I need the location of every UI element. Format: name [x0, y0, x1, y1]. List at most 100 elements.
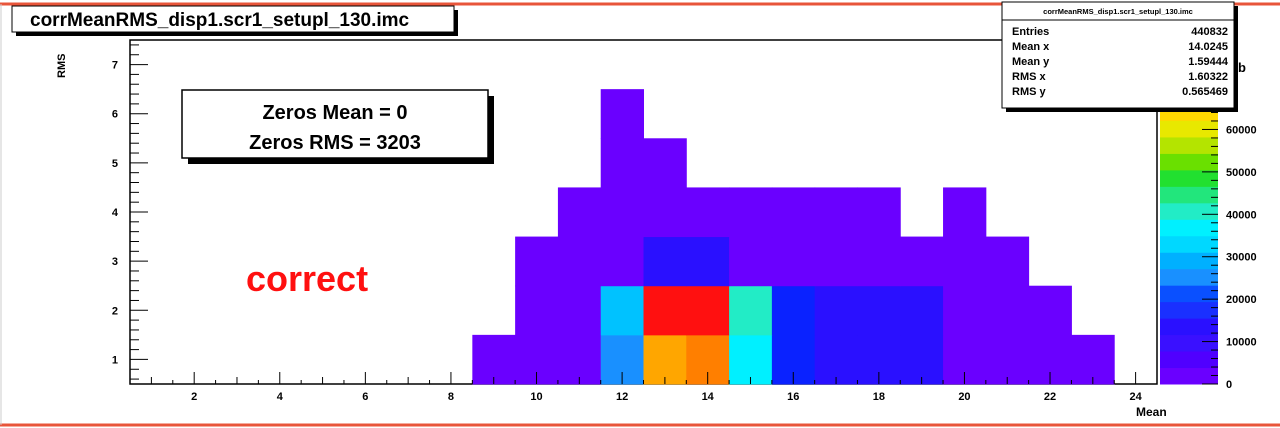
colorbar-tick-label: 30000	[1226, 252, 1257, 264]
x-tick-label: 8	[448, 391, 454, 403]
colorbar-tick-label: 10000	[1226, 337, 1257, 349]
stats-title: corrMeanRMS_disp1.scr1_setupl_130.imc	[1043, 7, 1193, 16]
y-tick-label: 3	[112, 256, 118, 268]
stats-rows: Entries 440832 Mean x 14.0245 Mean y 1.59444 R…	[1012, 26, 1229, 98]
heatmap-cell	[643, 187, 687, 238]
title-text: corrMeanRMS_disp1.scr1_setupl_130.imc	[30, 10, 410, 31]
heatmap-cell	[729, 334, 773, 385]
x-tick-label: 4	[277, 391, 284, 403]
y-tick-label: 2	[112, 305, 118, 317]
colorbar-band	[1160, 219, 1218, 237]
colorbar-band	[1160, 153, 1218, 171]
y-tick-label: 1	[112, 354, 118, 366]
stats-row-label: Mean x	[1012, 41, 1050, 53]
stats-row-value: 1.60322	[1188, 71, 1228, 83]
colorbar-tick-label: 60000	[1226, 124, 1257, 136]
colorbar-band	[1160, 301, 1218, 319]
x-tick-label: 24	[1129, 391, 1142, 403]
colorbar-band	[1160, 120, 1218, 138]
heatmap-cell	[686, 285, 730, 336]
colorbar-tick-label: 40000	[1226, 209, 1257, 221]
heatmap-cell	[985, 334, 1030, 385]
stats-row-value: 440832	[1191, 26, 1228, 38]
colorbar-band	[1160, 334, 1218, 352]
heatmap-cell	[771, 236, 816, 287]
colorbar-tick-label: 50000	[1226, 167, 1257, 179]
x-tick-label: 12	[616, 391, 628, 403]
annotation-line-2: Zeros RMS = 3203	[249, 132, 421, 154]
heatmap-cell	[557, 236, 602, 287]
colorbar-band	[1160, 186, 1218, 204]
x-tick-label: 22	[1044, 391, 1056, 403]
heatmap-cell	[729, 236, 773, 287]
heatmap-cell	[600, 187, 644, 238]
heatmap-cell	[985, 236, 1030, 287]
y-axis: 1 2 3 4 5 6 7	[112, 44, 148, 380]
colorbar-band	[1160, 367, 1218, 385]
heatmap-cell	[771, 285, 816, 336]
heatmap-cell	[643, 334, 687, 385]
y-tick-label: 6	[112, 109, 118, 121]
heatmap-cell	[857, 236, 901, 287]
heatmap-cell	[686, 187, 730, 238]
heatmap-cell	[557, 334, 602, 385]
colorbar-band	[1160, 169, 1218, 187]
heatmap-cell	[943, 285, 987, 336]
colorbar-top-label: b	[1238, 60, 1246, 75]
colorbar-band	[1160, 252, 1218, 270]
heatmap-cell	[1071, 334, 1115, 385]
y-axis-label: RMS	[56, 54, 68, 78]
y-tick-label: 7	[112, 60, 118, 72]
annotation-box	[181, 89, 489, 159]
colorbar-tick-label: 0	[1226, 379, 1232, 391]
verdict-text: correct	[246, 258, 368, 299]
stats-row-value: 0.565469	[1182, 86, 1228, 98]
stats-row-label: RMS x	[1012, 71, 1047, 83]
annotation-line-1: Zeros Mean = 0	[262, 102, 407, 124]
x-tick-label: 2	[191, 391, 197, 403]
stats-row-label: Mean y	[1012, 56, 1050, 68]
heatmap-cell	[943, 187, 987, 238]
heatmap-cell	[729, 187, 773, 238]
stats-row-label: RMS y	[1012, 86, 1047, 98]
heatmap-cell	[771, 187, 816, 238]
heatmap-cell	[814, 187, 858, 238]
x-tick-label: 20	[958, 391, 970, 403]
x-axis: 2 4 6 8 10 12 14 16 18 20 22 24	[150, 372, 1143, 403]
heatmap-cell	[557, 187, 602, 238]
colorbar-tick-label: 20000	[1226, 294, 1257, 306]
heatmap-cell	[729, 285, 773, 336]
heatmap-cell	[600, 285, 644, 336]
heatmap-cell	[943, 236, 987, 287]
heatmap-cell	[857, 187, 901, 238]
heatmap-cells	[472, 89, 1115, 385]
x-tick-label: 10	[530, 391, 542, 403]
heatmap-cell	[900, 236, 944, 287]
x-axis-label: Mean	[1136, 405, 1167, 419]
stats-row-value: 1.59444	[1188, 56, 1229, 68]
heatmap-cell	[900, 285, 944, 336]
heatmap-cell	[643, 236, 687, 287]
y-tick-label: 4	[112, 207, 119, 219]
heatmap-cell	[1028, 285, 1072, 336]
x-tick-label: 14	[702, 391, 715, 403]
heatmap-cell	[814, 334, 858, 385]
heatmap-cell	[857, 285, 901, 336]
colorbar-band	[1160, 285, 1218, 303]
y-tick-label: 5	[112, 158, 118, 170]
heatmap-cell	[643, 285, 687, 336]
colorbar-band	[1160, 268, 1218, 286]
heatmap-cell	[600, 138, 644, 188]
stats-row-label: Entries	[1012, 26, 1049, 38]
x-tick-label: 16	[787, 391, 799, 403]
x-tick-label: 18	[873, 391, 885, 403]
heatmap-cell	[515, 285, 559, 336]
heatmap-cell	[600, 236, 644, 287]
heatmap-cell	[557, 285, 602, 336]
heatmap-cell	[985, 285, 1030, 336]
heatmap-cell	[900, 334, 944, 385]
heatmap-cell	[686, 236, 730, 287]
colorbar-band	[1160, 202, 1218, 220]
colorbar-band	[1160, 318, 1218, 336]
